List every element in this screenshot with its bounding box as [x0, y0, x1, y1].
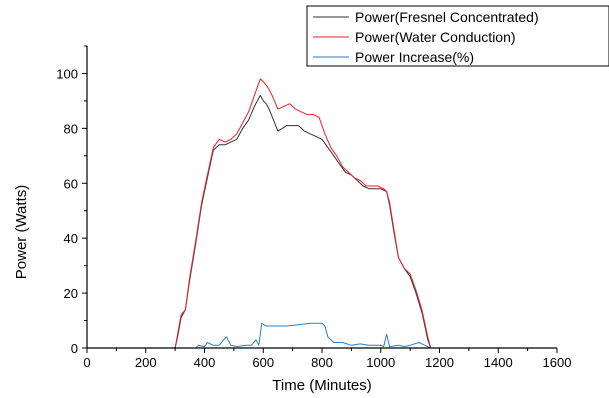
x-tick-label-1200: 1200 — [425, 355, 454, 370]
axes — [86, 46, 557, 349]
ticks: 0 200 400 600 800 1000 1200 1400 1600 0 20 40 60 80 10… — [56, 45, 572, 370]
y-axis-title: Power (Watts) — [13, 185, 30, 279]
x-axis-title: Time (Minutes) — [272, 377, 371, 394]
y-tick-label-100: 100 — [56, 66, 78, 81]
y-tick-label-40: 40 — [64, 231, 78, 246]
x-tick-label-200: 200 — [135, 355, 157, 370]
series-layer — [87, 78, 557, 349]
series-fresnel-line — [87, 94, 557, 349]
legend-label-water: Power(Water Conduction) — [355, 29, 516, 45]
series-increase-line — [87, 322, 557, 349]
x-tick-label-1000: 1000 — [366, 355, 395, 370]
y-tick-label-60: 60 — [64, 176, 78, 191]
x-tick-label-600: 600 — [252, 355, 274, 370]
x-tick-label-1600: 1600 — [543, 355, 572, 370]
legend: Power(Fresnel Concentrated) Power(Water … — [306, 5, 609, 67]
series-water-line — [87, 78, 557, 349]
x-tick-label-1400: 1400 — [484, 355, 513, 370]
y-tick-label-80: 80 — [64, 121, 78, 136]
x-tick-label-0: 0 — [83, 355, 90, 370]
y-tick-label-20: 20 — [64, 286, 78, 301]
x-tick-label-800: 800 — [311, 355, 333, 370]
legend-box — [306, 5, 609, 67]
legend-label-fresnel: Power(Fresnel Concentrated) — [355, 9, 539, 25]
x-tick-label-400: 400 — [194, 355, 216, 370]
y-tick-label-0: 0 — [71, 341, 78, 356]
legend-label-increase: Power Increase(%) — [355, 49, 474, 65]
